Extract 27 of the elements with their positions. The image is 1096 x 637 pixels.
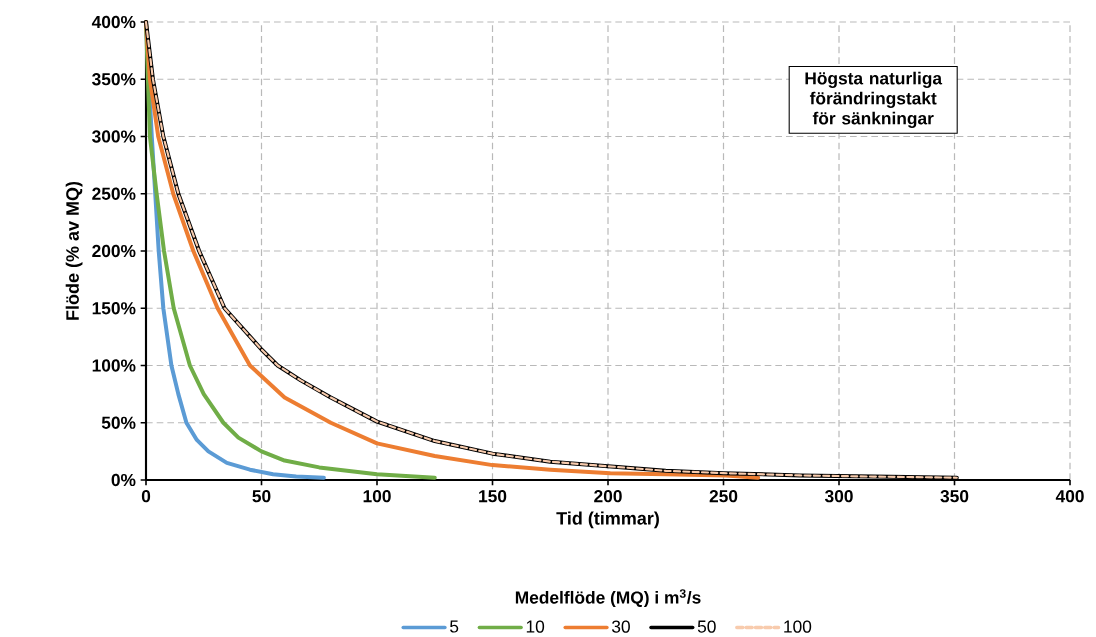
x-tick-label: 150 [479,490,507,503]
legend-label: 10 [526,620,545,633]
y-axis-title: Flöde (% av MQ) [65,181,83,320]
legend-label: 30 [611,620,630,633]
y-tick-label: 250% [92,187,136,200]
y-tick-label: 150% [92,302,136,315]
x-tick-label: 0 [141,490,151,503]
x-tick-label: 50 [252,490,271,503]
legend-label: 5 [450,620,459,633]
x-tick-label: 300 [824,490,853,503]
legend-title: Medelflöde (MQ) i m$^{3}$/s [515,589,701,608]
x-tick-label: 100 [363,490,391,503]
y-tick-label: 50% [101,416,136,429]
x-axis-title: Tid (timmar) [556,511,659,529]
legend-label: 100 [784,620,812,633]
x-tick-label: 250 [709,490,738,503]
legend-label: 50 [697,620,716,633]
y-tick-label: 0% [111,473,136,487]
y-tick-label: 100% [92,359,136,372]
y-tick-label: 350% [92,73,136,86]
y-tick-label: 400% [91,15,136,29]
annotation: Högsta naturliga förändringstakt för sänkningar [805,71,943,128]
y-tick-label: 300% [92,130,136,143]
x-tick-label: 200 [594,490,622,503]
y-tick-label: 200% [92,244,136,258]
x-tick-label: 400 [1055,490,1084,503]
x-tick-label: 350 [940,490,969,503]
